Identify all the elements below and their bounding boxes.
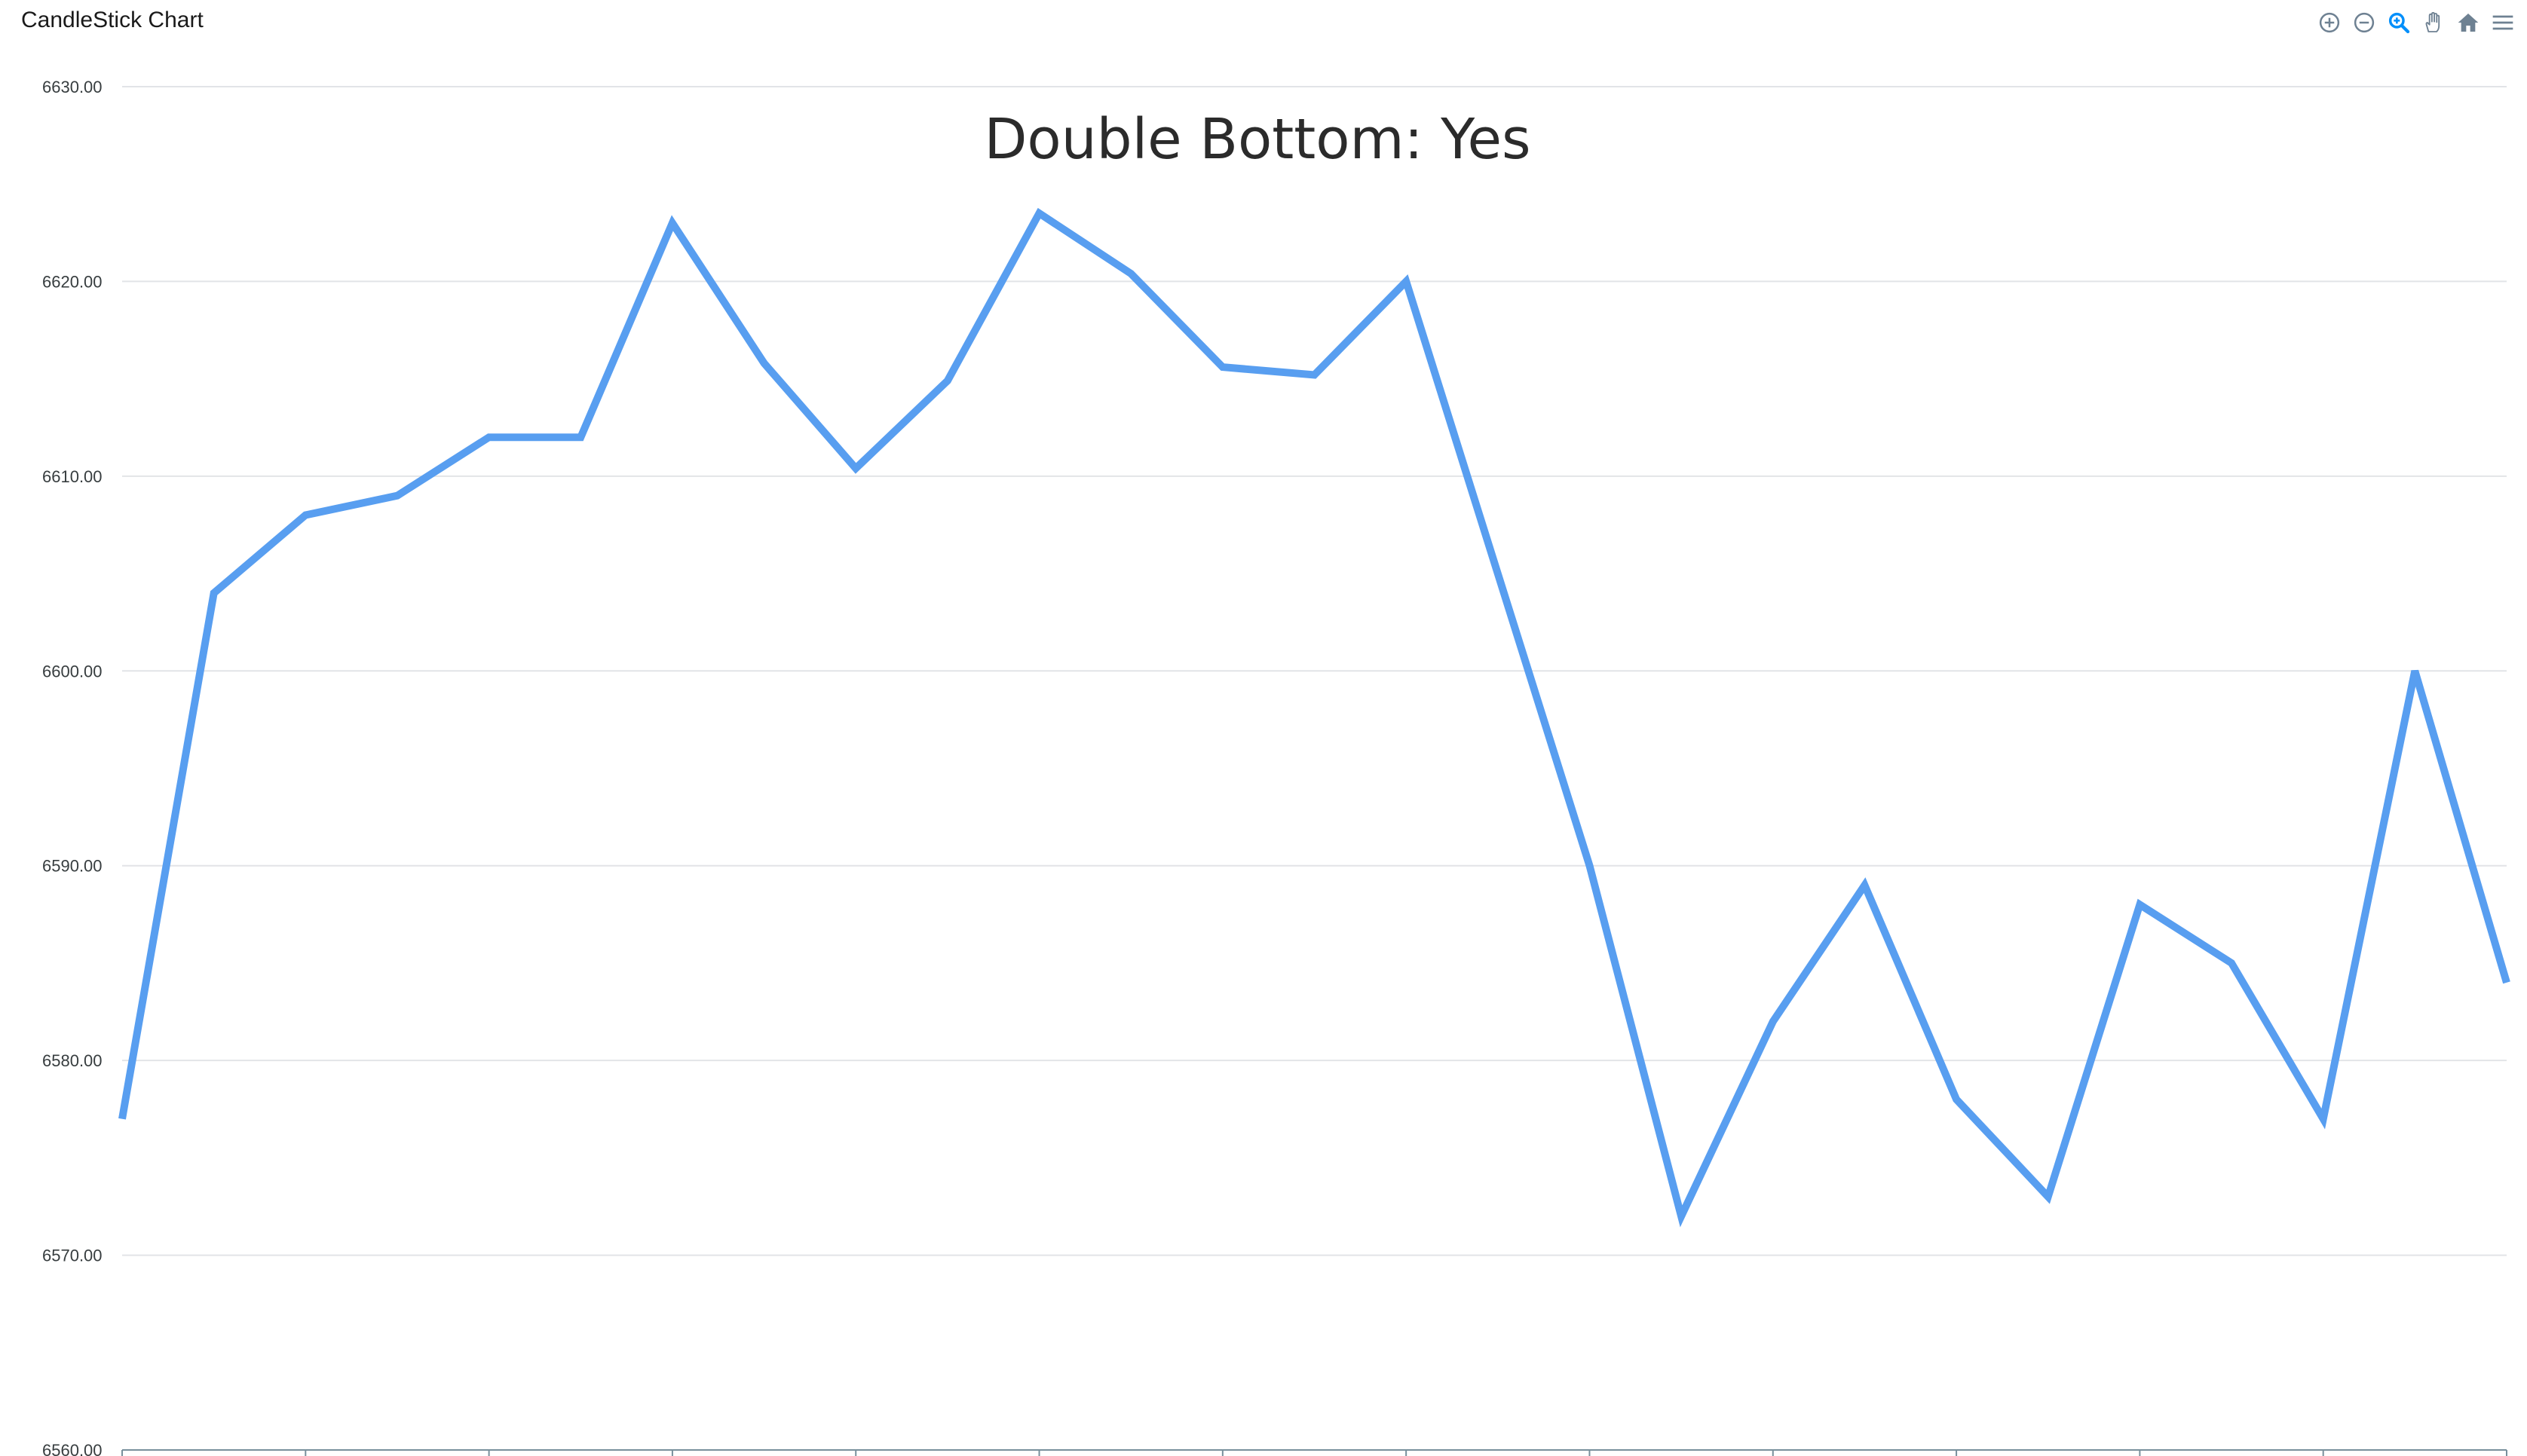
menu-button[interactable]	[2489, 9, 2516, 36]
y-tick-label: 6580.00	[42, 1051, 103, 1070]
pan-button[interactable]	[2420, 9, 2447, 36]
y-tick-label: 6560.00	[42, 1441, 103, 1456]
chart-toolbar	[2316, 8, 2516, 38]
selection-zoom-button[interactable]	[2385, 9, 2412, 36]
y-tick-label: 6630.00	[42, 78, 103, 96]
series-line-close[interactable]	[118, 207, 2510, 1228]
selection-zoom-icon	[2388, 12, 2410, 34]
x-axis	[121, 1449, 2507, 1456]
series	[118, 207, 2510, 1228]
y-tick-label: 6600.00	[42, 662, 103, 681]
home-reset-icon	[2458, 14, 2479, 32]
y-tick-label: 6590.00	[42, 857, 103, 876]
y-axis: 6630.00 6620.00 6610.00 6600.00 6590.00 6580.…	[42, 78, 103, 1456]
hamburger-menu-icon	[2492, 15, 2513, 30]
zoom-in-icon	[2319, 12, 2340, 33]
grid-lines	[122, 86, 2507, 1451]
chart-title: Double Bottom: Yes	[984, 107, 1530, 172]
zoom-out-icon	[2354, 12, 2375, 33]
zoom-out-button[interactable]	[2351, 9, 2378, 36]
reset-zoom-button[interactable]	[2455, 9, 2482, 36]
pan-hand-icon	[2425, 12, 2440, 32]
y-tick-label: 6570.00	[42, 1246, 103, 1265]
y-tick-label: 6620.00	[42, 272, 103, 291]
y-tick-label: 6610.00	[42, 467, 103, 486]
zoom-in-button[interactable]	[2316, 9, 2343, 36]
app-title: CandleStick Chart	[21, 8, 204, 32]
